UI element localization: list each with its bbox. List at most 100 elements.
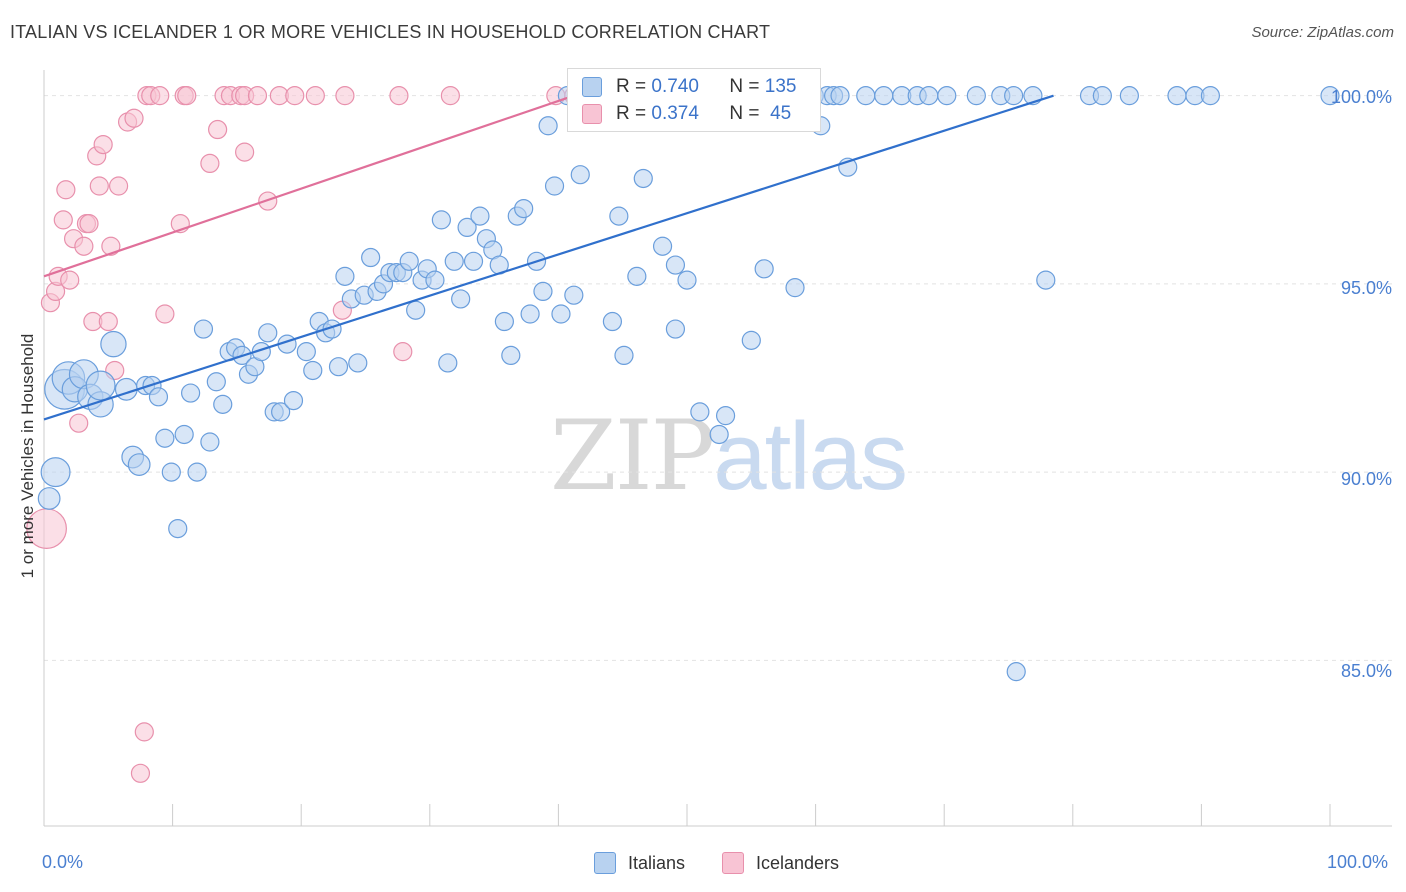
italians-point — [200, 432, 220, 452]
icelanders-point — [98, 311, 118, 332]
legend-italians-r: 0.740 — [651, 76, 699, 97]
icelanders-point — [150, 86, 170, 106]
icelanders-point — [247, 86, 268, 106]
italians-point — [114, 377, 138, 401]
italians-point — [37, 487, 61, 510]
italians-point — [937, 86, 957, 106]
italians-point — [544, 176, 565, 196]
italians-point — [665, 319, 686, 339]
icelanders-point — [69, 413, 89, 433]
italians-point — [181, 383, 201, 403]
legend-row-icelanders: R = 0.374 N = 45 — [582, 102, 791, 126]
italians-point — [174, 424, 194, 445]
italians-point — [425, 270, 445, 290]
italians-point — [457, 217, 477, 238]
italians-point — [127, 453, 151, 476]
legend-icelanders-n: 45 — [770, 103, 792, 124]
icelanders-point — [208, 119, 228, 140]
y-tick-label-85: 85.0% — [1340, 661, 1392, 681]
legend-r-label: R = — [616, 76, 647, 97]
bottom-legend-italians: Italians — [594, 852, 685, 874]
italians-point — [444, 251, 464, 271]
italians-point — [328, 357, 349, 377]
italians-point — [709, 424, 729, 445]
bottom-legend-icelanders: Icelanders — [722, 852, 839, 874]
icelanders-swatch — [582, 104, 602, 124]
italians-point — [431, 210, 451, 230]
italians-point — [919, 86, 939, 106]
italians-point — [830, 86, 850, 106]
chart-title: ITALIAN VS ICELANDER 1 OR MORE VEHICLES … — [10, 22, 771, 42]
italians-point — [874, 86, 894, 106]
italians-point — [85, 370, 116, 401]
italians-point — [470, 206, 490, 226]
italians-point — [206, 372, 226, 392]
italians-point — [564, 285, 584, 305]
italians-legend-swatch — [594, 852, 616, 874]
italians-point — [1167, 86, 1187, 106]
italians-point — [406, 300, 426, 320]
legend-row-italians: R = 0.740 N = 135 — [582, 75, 796, 99]
italians-point — [1036, 270, 1056, 290]
italians-point — [609, 206, 629, 226]
italians-point — [100, 330, 127, 358]
y-axis-label: 1 or more Vehicles in Household — [18, 333, 37, 579]
italians-point — [361, 247, 381, 268]
italians-point — [213, 394, 233, 414]
legend-n-label: N = — [729, 76, 760, 97]
italians-swatch — [582, 77, 602, 97]
legend-n-label: N = — [729, 103, 760, 124]
italians-point — [335, 266, 355, 286]
italians-point — [161, 462, 181, 482]
icelanders-point — [56, 180, 76, 200]
italians-point — [627, 266, 647, 286]
italians-point — [271, 402, 291, 422]
watermark: ZIPatlas — [550, 400, 908, 512]
icelanders-point — [200, 153, 220, 174]
icelanders-point — [389, 86, 409, 106]
italians-point — [155, 428, 175, 448]
italians-point — [399, 251, 419, 271]
icelanders-legend-label: Icelanders — [756, 852, 840, 873]
italians-point — [494, 311, 514, 332]
italians-point — [614, 345, 634, 366]
italians-point — [856, 86, 876, 106]
italians-point — [1006, 662, 1026, 682]
italians-point — [1119, 86, 1139, 106]
icelanders-point — [130, 763, 151, 783]
icelanders-point — [124, 108, 144, 128]
icelanders-point — [134, 722, 154, 742]
icelanders-point — [285, 86, 305, 106]
legend-icelanders-r: 0.374 — [651, 103, 699, 124]
italians-point — [501, 345, 521, 366]
italians-point — [570, 165, 590, 185]
italians-point — [690, 402, 710, 422]
italians-point — [148, 387, 169, 407]
italians-point — [283, 390, 304, 411]
icelanders-trend-line — [43, 94, 575, 278]
y-tick-label-90: 90.0% — [1340, 469, 1392, 489]
italians-point — [1092, 86, 1112, 106]
italians-point — [451, 289, 471, 309]
italians-point — [533, 281, 553, 302]
x-tick-label-min: 0.0% — [42, 852, 84, 872]
italians-point — [677, 270, 697, 290]
watermark-atlas: atlas — [713, 403, 908, 510]
italians-point — [715, 406, 736, 426]
x-tick-label-max: 100.0% — [1327, 852, 1389, 872]
italians-point — [296, 342, 316, 362]
icelanders-point — [60, 270, 80, 290]
italians-point — [551, 304, 571, 324]
icelanders-point — [335, 86, 355, 106]
italians-point — [741, 330, 761, 350]
icelanders-point — [53, 210, 73, 230]
italians-point — [1320, 86, 1340, 106]
icelanders-legend-swatch — [722, 852, 744, 874]
italians-point — [1200, 86, 1221, 106]
italians-point — [538, 116, 558, 136]
italians-point — [438, 353, 458, 373]
icelanders-point — [93, 134, 113, 155]
italians-point — [652, 236, 673, 256]
legend-italians-n: 135 — [764, 76, 797, 97]
